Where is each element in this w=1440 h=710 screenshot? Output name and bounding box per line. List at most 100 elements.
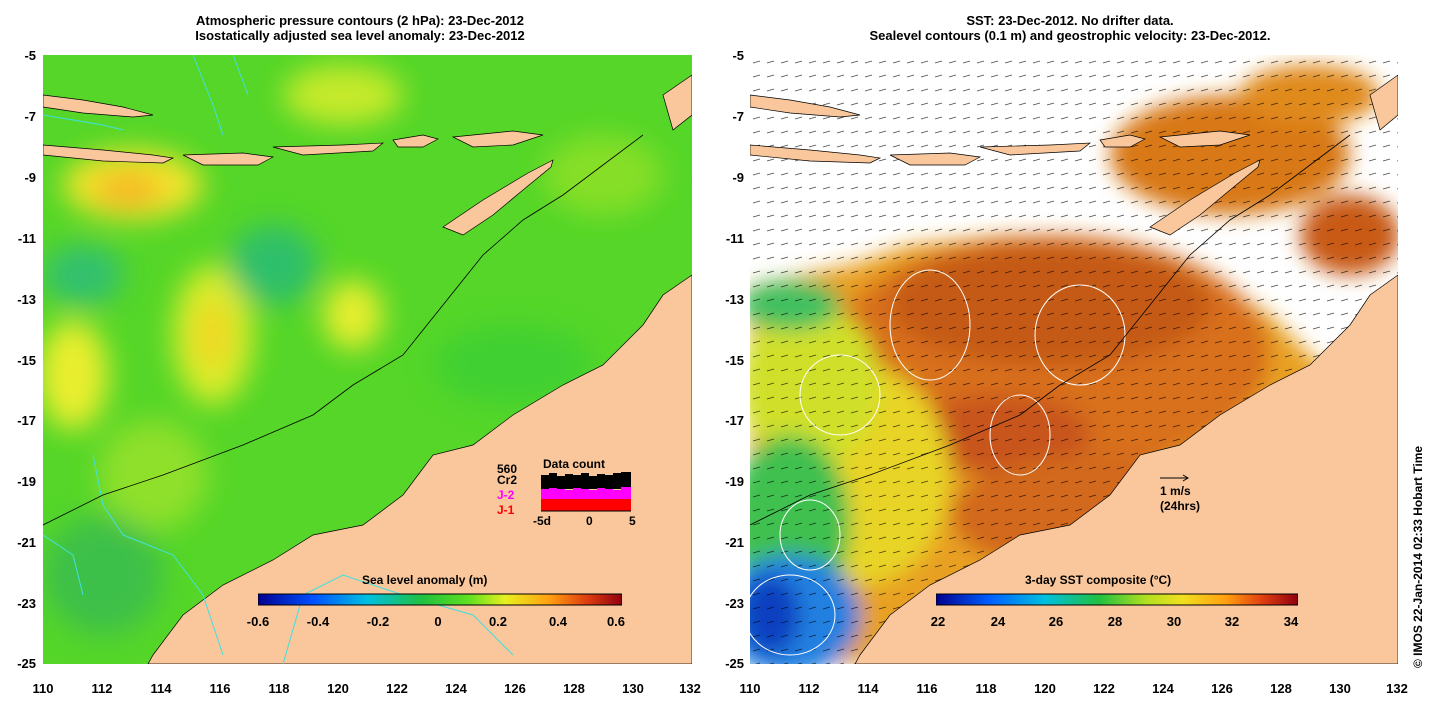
lon-tick: 122 — [1093, 681, 1115, 696]
bars-red — [541, 499, 631, 511]
lon-tick: 116 — [916, 681, 938, 696]
lat-tick: -25 — [17, 656, 36, 671]
lon-tick: 128 — [563, 681, 585, 696]
island-chain — [750, 130, 1251, 166]
lat-tick: -21 — [17, 535, 36, 550]
velocity-scale-label: 1 m/s — [1160, 484, 1191, 498]
bars-magenta — [541, 487, 631, 499]
data-count-xtick: 0 — [586, 514, 593, 528]
bars-black — [541, 472, 631, 489]
lat-tick: -19 — [725, 474, 744, 489]
lon-tick: 120 — [1034, 681, 1056, 696]
lon-tick: 112 — [91, 681, 113, 696]
left-cbar-tick: -0.6 — [246, 614, 270, 629]
right-cbar-tick: 30 — [1166, 614, 1182, 629]
lon-tick: 126 — [1211, 681, 1233, 696]
lon-tick: 122 — [386, 681, 408, 696]
sealevel-contours — [750, 269, 1126, 656]
lon-tick: 132 — [679, 681, 701, 696]
right-cbar-tick: 24 — [990, 614, 1006, 629]
lon-tick: 126 — [504, 681, 526, 696]
left-cbar-tick: 0.4 — [548, 614, 568, 629]
lon-tick: 124 — [1152, 681, 1174, 696]
pressure-contours — [43, 55, 514, 664]
left-title: Atmospheric pressure contours (2 hPa): 2… — [150, 13, 570, 43]
java-island — [750, 94, 861, 118]
lon-tick: 116 — [209, 681, 231, 696]
left-cbar-tick: 0.2 — [488, 614, 508, 629]
velocity-scale-sublabel: (24hrs) — [1160, 499, 1201, 513]
right-map — [750, 55, 1398, 664]
timor-island — [1149, 159, 1261, 236]
lon-tick: 114 — [857, 681, 879, 696]
timor-island — [442, 159, 554, 236]
lat-tick: -17 — [17, 413, 36, 428]
shelf-break-contour — [750, 134, 1351, 526]
velocity-scale-arrowhead — [1182, 474, 1189, 482]
left-map — [43, 55, 692, 664]
lat-tick: -15 — [725, 353, 744, 368]
lon-tick: 120 — [327, 681, 349, 696]
data-count-series-j1: J-1 — [497, 503, 515, 517]
data-count-xtick: -5d — [533, 514, 551, 528]
australia-land — [854, 274, 1398, 664]
lat-tick: -5 — [24, 48, 36, 63]
right-title-line1: SST: 23-Dec-2012. No drifter data. — [966, 13, 1174, 28]
lat-tick: -7 — [732, 109, 744, 124]
right-cbar-tick: 34 — [1283, 614, 1299, 629]
java-island — [43, 94, 154, 118]
lon-tick: 118 — [268, 681, 290, 696]
lat-tick: -11 — [17, 231, 36, 246]
left-cbar-tick: 0 — [434, 614, 442, 629]
lon-tick: 130 — [622, 681, 644, 696]
north-island — [1369, 74, 1398, 131]
left-cbar-tick: -0.4 — [306, 614, 330, 629]
sla-anomaly-patches — [43, 65, 663, 635]
lon-tick: 128 — [1270, 681, 1292, 696]
lon-tick: 132 — [1386, 681, 1408, 696]
right-colorbar — [936, 593, 1298, 606]
lon-tick: 114 — [150, 681, 172, 696]
lat-tick: -11 — [725, 231, 744, 246]
data-count-xtick: 5 — [629, 514, 636, 528]
left-cbar-tick: -0.2 — [366, 614, 390, 629]
right-title-line2: Sealevel contours (0.1 m) and geostrophi… — [869, 28, 1271, 43]
lat-tick: -25 — [725, 656, 744, 671]
lat-tick: -15 — [17, 353, 36, 368]
data-count-max: 560 — [497, 462, 518, 476]
lat-tick: -5 — [732, 48, 744, 63]
lon-tick: 118 — [975, 681, 997, 696]
right-land — [750, 74, 1398, 664]
lon-tick: 110 — [32, 681, 54, 696]
left-land — [43, 74, 692, 664]
right-cbar-tick: 32 — [1224, 614, 1240, 629]
right-title: SST: 23-Dec-2012. No drifter data. Seale… — [820, 13, 1320, 43]
lon-tick: 112 — [798, 681, 820, 696]
data-count-series-j2: J-2 — [497, 488, 515, 502]
left-colorbar — [258, 593, 622, 606]
lat-tick: -23 — [725, 596, 744, 611]
lat-tick: -13 — [17, 292, 36, 307]
data-count-series-cr2: Cr2 — [497, 473, 518, 487]
lat-tick: -17 — [725, 413, 744, 428]
data-count-title: Data count — [543, 457, 606, 471]
north-island — [662, 74, 692, 131]
right-cbar-tick: 26 — [1048, 614, 1064, 629]
right-cbar-tick: 28 — [1107, 614, 1123, 629]
right-cbar-tick: 22 — [930, 614, 946, 629]
lat-tick: -21 — [725, 535, 744, 550]
left-title-line2: Isostatically adjusted sea level anomaly… — [195, 28, 525, 43]
data-count-bars — [541, 472, 631, 512]
lat-tick: -23 — [17, 596, 36, 611]
lon-tick: 124 — [445, 681, 467, 696]
lat-tick: -19 — [17, 474, 36, 489]
lat-tick: -9 — [732, 170, 744, 185]
lat-tick: -9 — [24, 170, 36, 185]
imos-credit: © IMOS 22-Jan-2014 02:33 Hobart Time — [1411, 445, 1425, 668]
left-cbar-tick: 0.6 — [606, 614, 626, 629]
australia-land — [147, 274, 692, 664]
right-colorbar-title: 3-day SST composite (°C) — [1025, 573, 1172, 587]
lat-tick: -13 — [725, 292, 744, 307]
island-chain — [43, 130, 544, 166]
lat-tick: -7 — [24, 109, 36, 124]
